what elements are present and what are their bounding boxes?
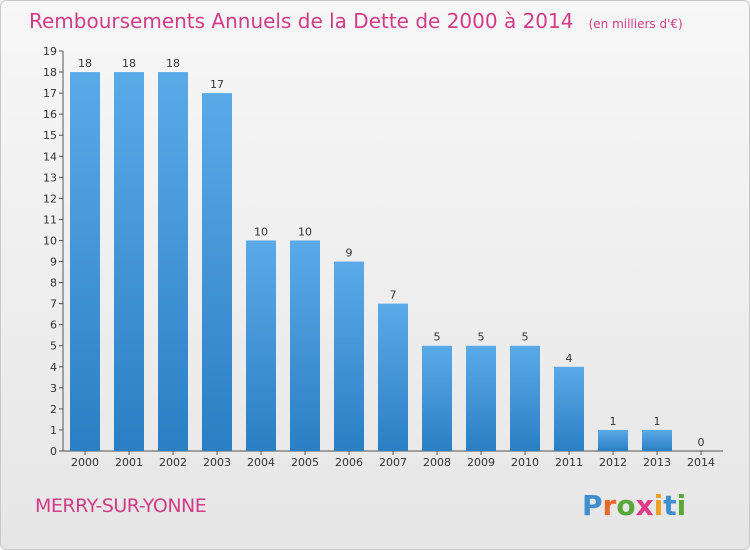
y-tick-label: 6 — [50, 319, 57, 332]
bar — [422, 345, 452, 451]
y-tick-label: 9 — [50, 256, 57, 269]
bar-value-label: 9 — [346, 247, 353, 260]
y-tick-label: 2 — [50, 403, 57, 416]
bar — [466, 345, 496, 451]
bar-value-label: 1 — [610, 415, 617, 428]
bar-value-label: 7 — [390, 289, 397, 302]
bar — [246, 240, 276, 451]
x-tick-label: 2001 — [115, 456, 143, 469]
bar — [290, 240, 320, 451]
bar-value-label: 10 — [254, 225, 268, 238]
bar — [378, 303, 408, 451]
y-tick-label: 3 — [50, 382, 57, 395]
bar-value-label: 5 — [478, 331, 485, 344]
bar-value-label: 17 — [210, 78, 224, 91]
x-tick-label: 2012 — [599, 456, 627, 469]
bar — [642, 429, 672, 451]
x-tick-label: 2013 — [643, 456, 671, 469]
bar — [158, 72, 188, 451]
x-tick-label: 2002 — [159, 456, 187, 469]
y-tick-label: 16 — [43, 108, 57, 121]
bar — [202, 93, 232, 452]
bar-value-label: 10 — [298, 225, 312, 238]
x-tick-label: 2007 — [379, 456, 407, 469]
bar — [334, 261, 364, 451]
y-tick-label: 5 — [50, 340, 57, 353]
y-tick-label: 15 — [43, 129, 57, 142]
y-tick-label: 11 — [43, 213, 57, 226]
chart-title: Remboursements Annuels de la Dette de 20… — [29, 9, 574, 33]
x-tick-label: 2014 — [687, 456, 715, 469]
y-tick-label: 8 — [50, 277, 57, 290]
proxiti-logo: Proxiti — [582, 489, 686, 522]
y-tick-label: 14 — [43, 150, 57, 163]
logo-letter: x — [635, 489, 654, 522]
bar-value-label: 1 — [654, 415, 661, 428]
bar-value-label: 5 — [434, 331, 441, 344]
x-tick-label: 2004 — [247, 456, 275, 469]
bar-value-label: 18 — [78, 57, 92, 70]
y-tick-label: 4 — [50, 361, 57, 374]
y-tick-label: 17 — [43, 87, 57, 100]
commune-name: MERRY-SUR-YONNE — [35, 495, 207, 517]
logo-letter: P — [582, 489, 603, 522]
bar-value-label: 4 — [566, 352, 573, 365]
x-tick-label: 2005 — [291, 456, 319, 469]
y-tick-label: 10 — [43, 234, 57, 247]
x-tick-label: 2010 — [511, 456, 539, 469]
bar — [554, 366, 584, 451]
y-tick-label: 7 — [50, 298, 57, 311]
title-row: Remboursements Annuels de la Dette de 20… — [29, 9, 683, 33]
y-tick-label: 19 — [43, 45, 57, 58]
y-tick-label: 13 — [43, 171, 57, 184]
bar-value-label: 18 — [166, 57, 180, 70]
bar-value-label: 5 — [522, 331, 529, 344]
y-tick-label: 1 — [50, 424, 57, 437]
bar-value-label: 18 — [122, 57, 136, 70]
x-tick-label: 2003 — [203, 456, 231, 469]
x-tick-label: 2009 — [467, 456, 495, 469]
logo-letter: i — [653, 489, 664, 522]
bar — [70, 72, 100, 451]
bar — [114, 72, 144, 451]
x-tick-label: 2011 — [555, 456, 583, 469]
y-tick-label: 12 — [43, 192, 57, 205]
y-tick-label: 18 — [43, 66, 57, 79]
y-tick-label: 0 — [50, 445, 57, 458]
logo-letter: o — [616, 489, 636, 522]
logo-letter: r — [602, 489, 617, 522]
x-tick-label: 2008 — [423, 456, 451, 469]
bar — [510, 345, 540, 451]
chart-subtitle: (en milliers d'€) — [588, 17, 683, 31]
logo-letter: i — [676, 489, 687, 522]
bar-value-label: 0 — [698, 436, 705, 449]
logo-letter: t — [663, 489, 677, 522]
x-tick-label: 2006 — [335, 456, 363, 469]
x-tick-label: 2000 — [71, 456, 99, 469]
bar — [598, 429, 628, 451]
